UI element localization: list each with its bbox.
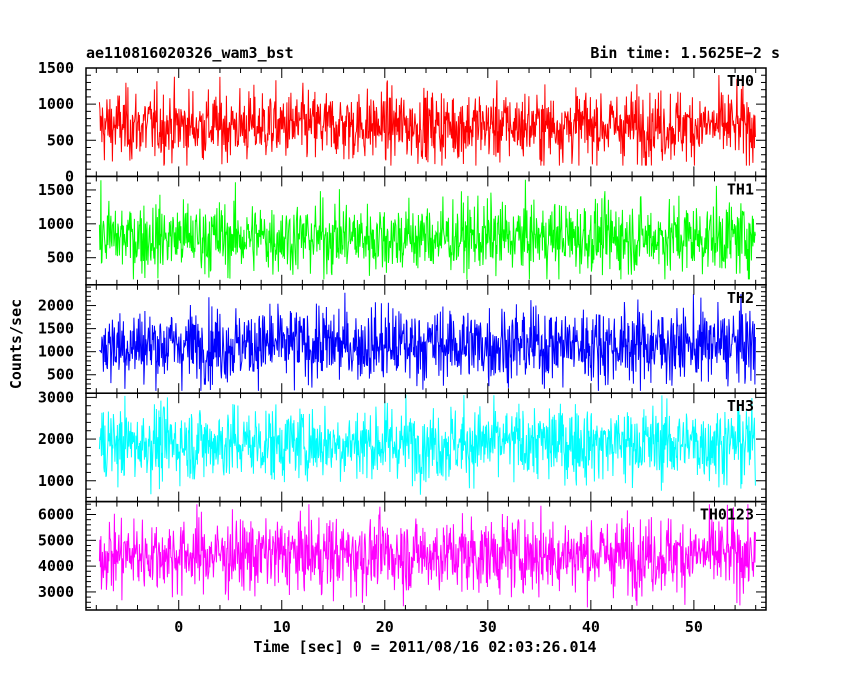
panel-th3: 1000 2000 3000 TH3 bbox=[38, 388, 767, 503]
x-tick-label: 10 bbox=[273, 618, 291, 636]
panel-th2: 500 1000 1500 2000 TH2 bbox=[38, 284, 767, 394]
x-axis-label: Time [sec] 0 = 2011/08/16 02:03:26.014 bbox=[253, 638, 597, 656]
y-tick-label: 3000 bbox=[38, 583, 74, 601]
y-tick-label: 2000 bbox=[38, 430, 74, 448]
y-tick-label: 500 bbox=[47, 366, 74, 384]
y-tick-label: 1500 bbox=[38, 181, 74, 199]
panel-label-th1: TH1 bbox=[727, 180, 754, 198]
y-tick-label: 6000 bbox=[38, 506, 74, 524]
y-axis-label: Counts/sec bbox=[7, 298, 25, 390]
y-tick-label: 1500 bbox=[38, 320, 74, 338]
series-line-th1 bbox=[98, 179, 756, 280]
x-tick-label: 50 bbox=[685, 618, 703, 636]
x-tick-label: 20 bbox=[376, 618, 394, 636]
x-tick-label: 0 bbox=[174, 618, 183, 636]
panel-th1: 500 1000 1500 TH1 bbox=[38, 175, 767, 286]
panel-label-th0: TH0 bbox=[727, 72, 754, 90]
panel-label-th3: TH3 bbox=[727, 397, 754, 415]
series-line-th2 bbox=[99, 292, 756, 391]
panel-th0123: 3000 4000 5000 6000 TH0123 bbox=[38, 500, 767, 611]
y-tick-label: 1000 bbox=[38, 472, 74, 490]
bin-time-label: Bin time: 1.5625E−2 s bbox=[590, 44, 780, 62]
x-tick-label: 30 bbox=[479, 618, 497, 636]
y-tick-label: 3000 bbox=[38, 388, 74, 406]
series-line-th0123 bbox=[98, 504, 756, 608]
y-tick-label: 500 bbox=[47, 249, 74, 267]
y-tick-label: 1000 bbox=[38, 343, 74, 361]
y-tick-label: 500 bbox=[47, 131, 74, 149]
series-line-th3 bbox=[98, 394, 756, 495]
panel-label-th2: TH2 bbox=[727, 289, 754, 307]
y-tick-label: 0 bbox=[65, 167, 74, 185]
x-tick-label: 40 bbox=[582, 618, 600, 636]
y-tick-label: 2000 bbox=[38, 297, 74, 315]
y-tick-label: 5000 bbox=[38, 531, 74, 549]
y-tick-label: 1500 bbox=[38, 59, 74, 77]
series-line-th0 bbox=[98, 75, 756, 166]
y-tick-label: 4000 bbox=[38, 557, 74, 575]
panel-label-th0123: TH0123 bbox=[700, 506, 754, 524]
y-tick-label: 1000 bbox=[38, 95, 74, 113]
panel-th0: 0 500 1000 1500 TH0 bbox=[38, 59, 767, 185]
y-tick-label: 1000 bbox=[38, 215, 74, 233]
chart-title: ae110816020326_wam3_bst bbox=[86, 44, 294, 62]
